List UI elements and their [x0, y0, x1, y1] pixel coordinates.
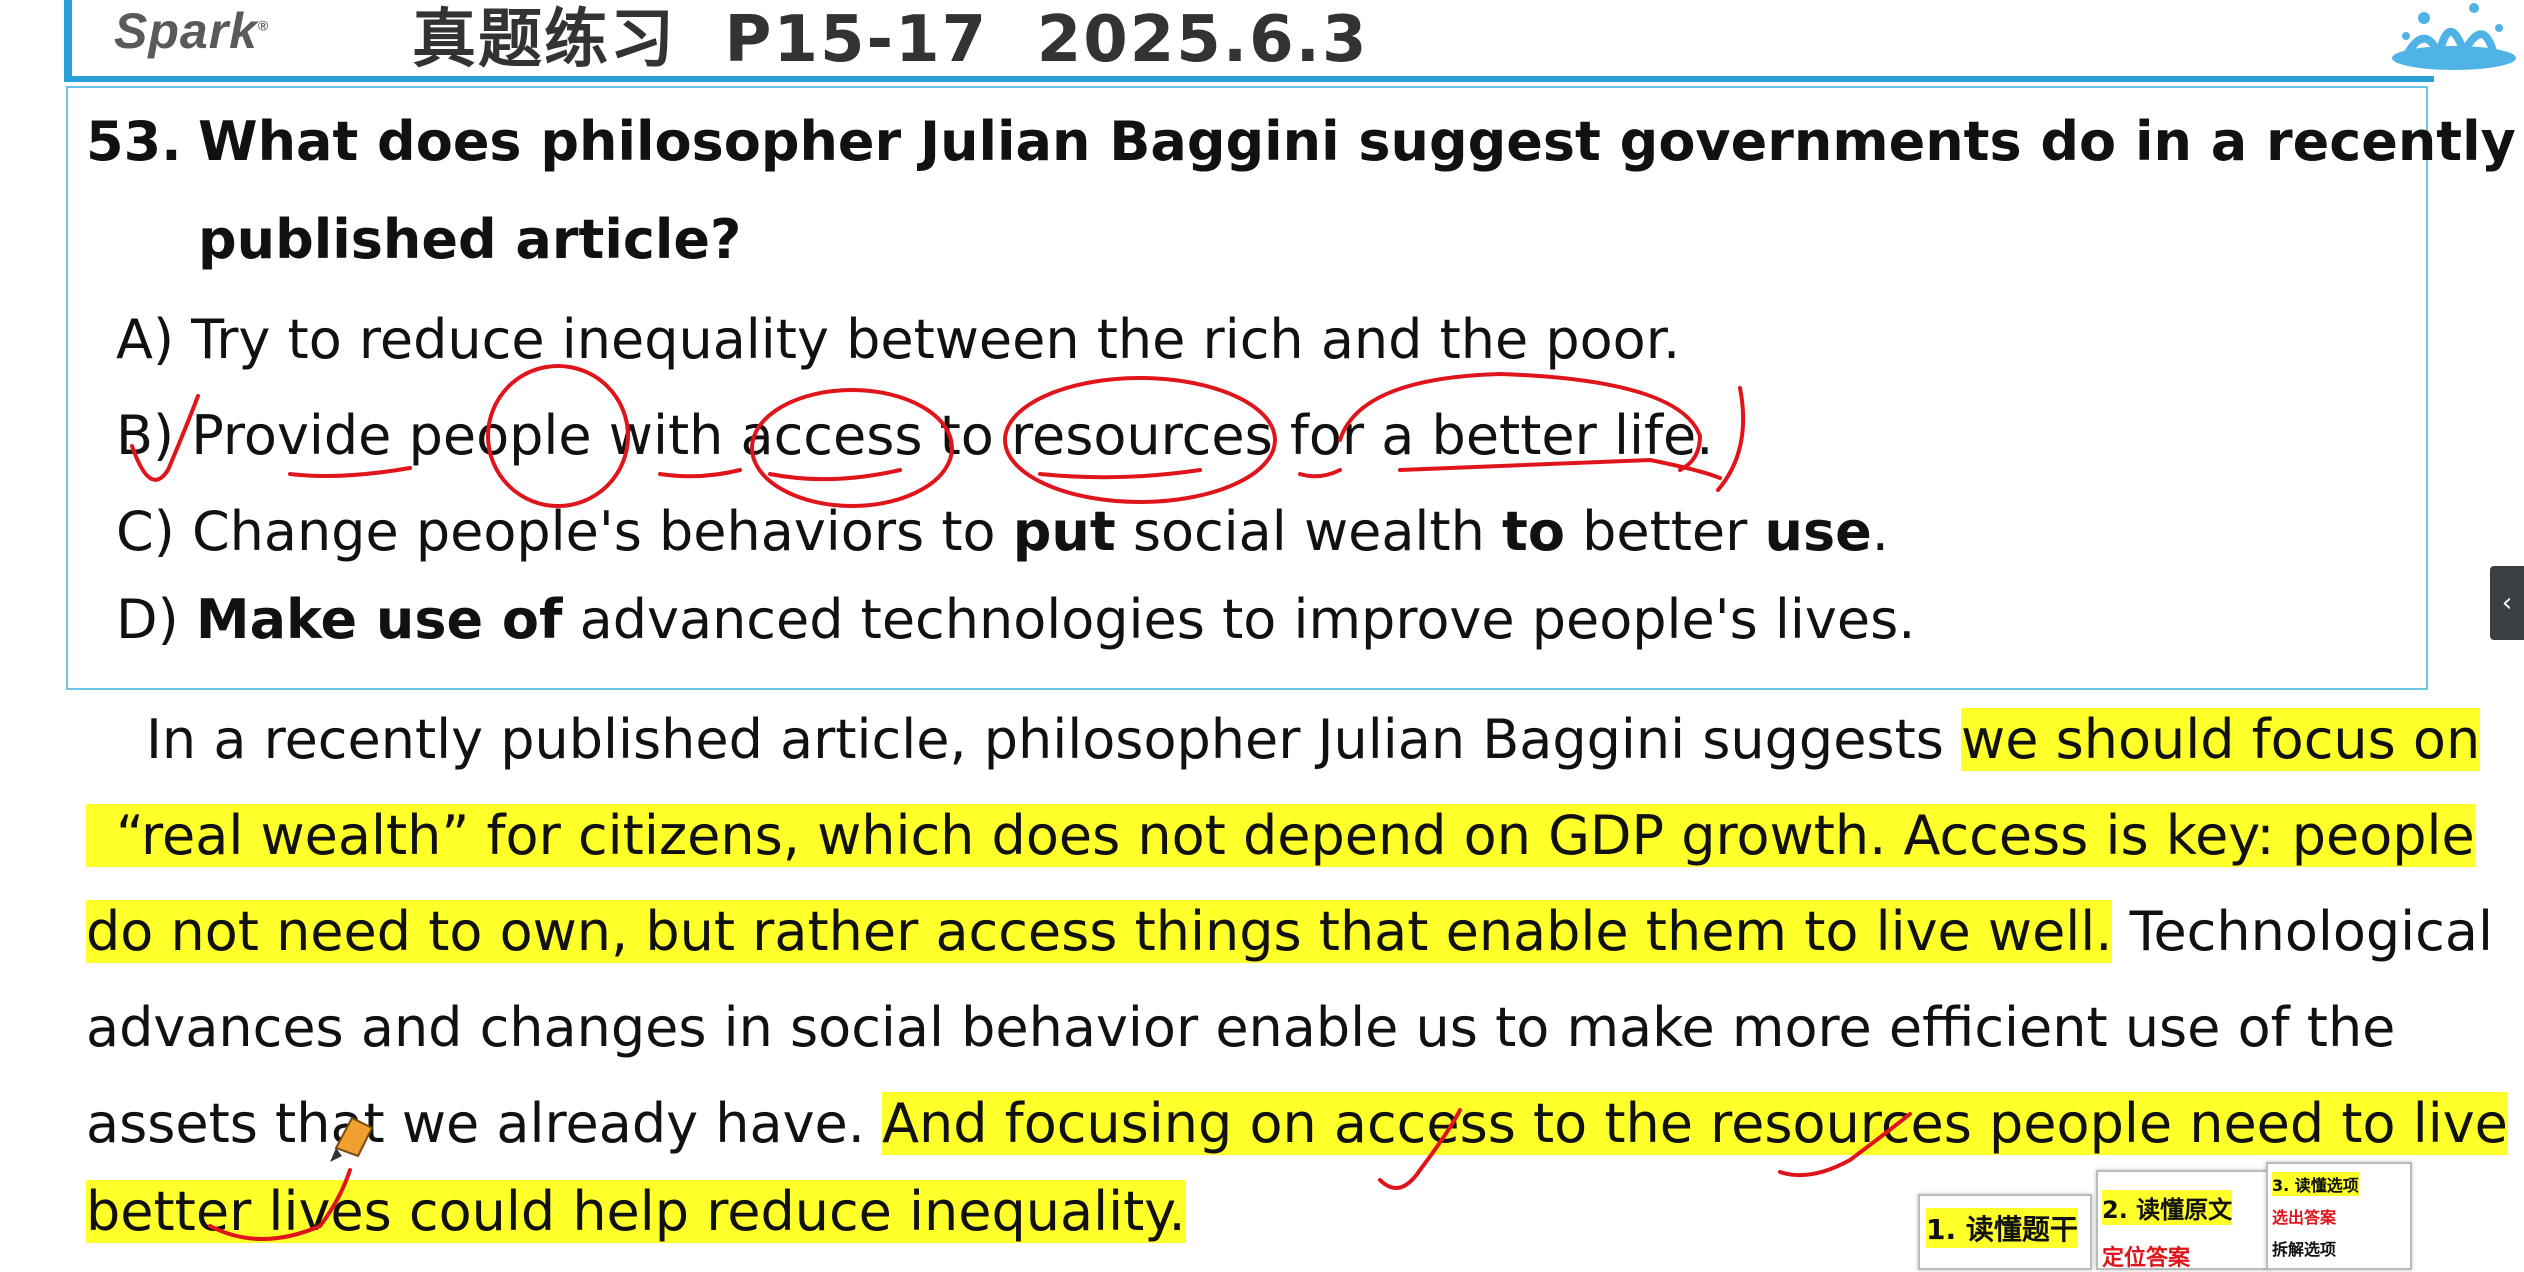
slide-thumbnail-3[interactable]: 3. 读懂选项 选出答案 拆解选项: [2266, 1162, 2412, 1270]
passage-highlight: “real wealth” for citizens, which does n…: [86, 804, 2475, 867]
spark-logo: Spark®: [114, 2, 269, 60]
option-c: C) Change people's behaviors to put soci…: [116, 500, 1889, 563]
thumbnail-label: 3. 读懂选项: [2272, 1172, 2359, 1196]
passage-text: In a recently published article, philoso…: [146, 708, 1962, 771]
option-c-text: better: [1564, 500, 1765, 563]
passage-line-4: advances and changes in social behavior …: [86, 996, 2396, 1059]
side-panel-toggle[interactable]: ‹: [2490, 566, 2524, 640]
thumbnail-label: 选出答案: [2272, 1208, 2337, 1227]
thumbnail-label: 定位答案: [2102, 1246, 2191, 1271]
passage-line-6: better lives could help reduce inequalit…: [86, 1180, 1186, 1243]
passage-highlight: And focusing on access to the resources …: [882, 1092, 2508, 1155]
option-d-text: D): [116, 588, 196, 651]
option-b: B) Provide people with access to resourc…: [116, 404, 1714, 467]
passage-line-2: “real wealth” for citizens, which does n…: [86, 804, 2475, 867]
question-stem-line2: published article?: [198, 208, 742, 271]
thumbnail-label: 拆解选项: [2272, 1240, 2337, 1259]
registered-mark: ®: [257, 17, 270, 34]
option-a: A) Try to reduce inequality between the …: [116, 308, 1681, 371]
passage-line-1: In a recently published article, philoso…: [146, 708, 2481, 771]
logo-text: Spark: [114, 3, 258, 59]
option-c-text: C) Change people's behaviors to: [116, 500, 1013, 563]
passage-highlight: better lives could help reduce inequalit…: [86, 1180, 1186, 1243]
chevron-left-icon: ‹: [2501, 588, 2513, 618]
passage-highlight: do not need to own, but rather access th…: [86, 900, 2113, 963]
slide-thumbnail-1[interactable]: 1. 读懂题干: [1918, 1194, 2092, 1270]
question-number: 53.: [86, 110, 182, 173]
thumbnail-label: 2. 读懂原文: [2102, 1190, 2233, 1225]
passage-line-3: do not need to own, but rather access th…: [86, 900, 2493, 963]
slide-thumbnail-2[interactable]: 2. 读懂原文 定位答案: [2096, 1170, 2270, 1271]
water-splash-icon: [2392, 3, 2516, 70]
option-c-text: social wealth: [1115, 500, 1502, 563]
option-d-bold: Make use of: [195, 588, 563, 651]
passage-text: assets that we already have.: [86, 1092, 883, 1155]
passage-text: Technological: [2112, 900, 2493, 963]
option-c-bold: use: [1764, 500, 1872, 563]
option-c-bold: put: [1012, 500, 1116, 563]
passage-line-5: assets that we already have. And focusin…: [86, 1092, 2508, 1155]
option-d-text: advanced technologies to improve people'…: [562, 588, 1916, 651]
slide-header: Spark® 真题练习 P15-17 2025.6.3: [64, 0, 2434, 82]
thumbnail-label: 1. 读懂题干: [1926, 1208, 2078, 1248]
option-c-bold: to: [1502, 500, 1565, 563]
option-c-text: .: [1871, 500, 1889, 563]
slide-title: 真题练习 P15-17 2025.6.3: [412, 3, 1369, 77]
option-d: D) Make use of advanced technologies to …: [116, 588, 1915, 651]
passage-highlight: we should focus on: [1961, 708, 2481, 771]
question-stem-line1: What does philosopher Julian Baggini sug…: [198, 110, 2516, 173]
